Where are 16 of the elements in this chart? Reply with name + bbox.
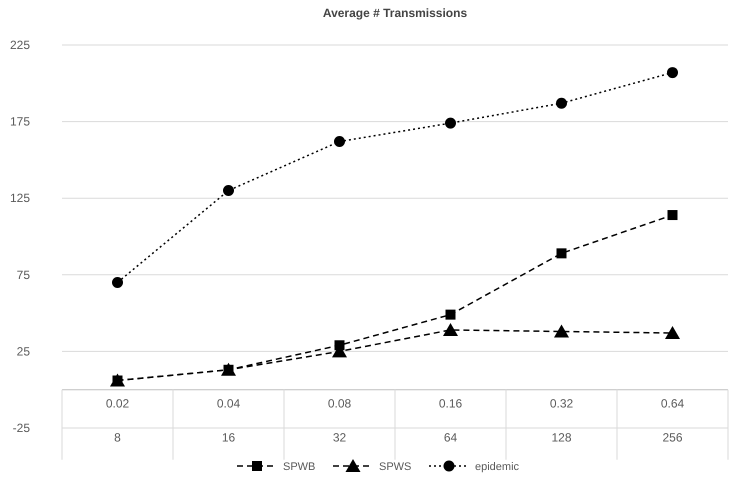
y-tick-label: 125 [10, 191, 30, 206]
category-label: 0.02 8 [106, 396, 130, 445]
category-label: 0.64 256 [660, 396, 684, 445]
legend-label: SPWB [283, 461, 316, 473]
y-tick-label: 175 [10, 114, 30, 129]
category-label: 0.04 16 [216, 396, 240, 445]
legend-label: epidemic [475, 461, 520, 473]
y-tick-label: 225 [10, 38, 30, 52]
y-tick-label: 25 [16, 344, 30, 358]
y-tick-label: 75 [16, 268, 30, 282]
category-label: 0.08 32 [328, 396, 352, 445]
y-tick-label: -25 [12, 421, 30, 435]
category-label: 0.32 128 [550, 396, 574, 445]
chart-title: Average # Transmissions [322, 6, 468, 20]
category-label: 0.16 64 [438, 396, 462, 445]
legend-label: SPWS [379, 461, 412, 473]
